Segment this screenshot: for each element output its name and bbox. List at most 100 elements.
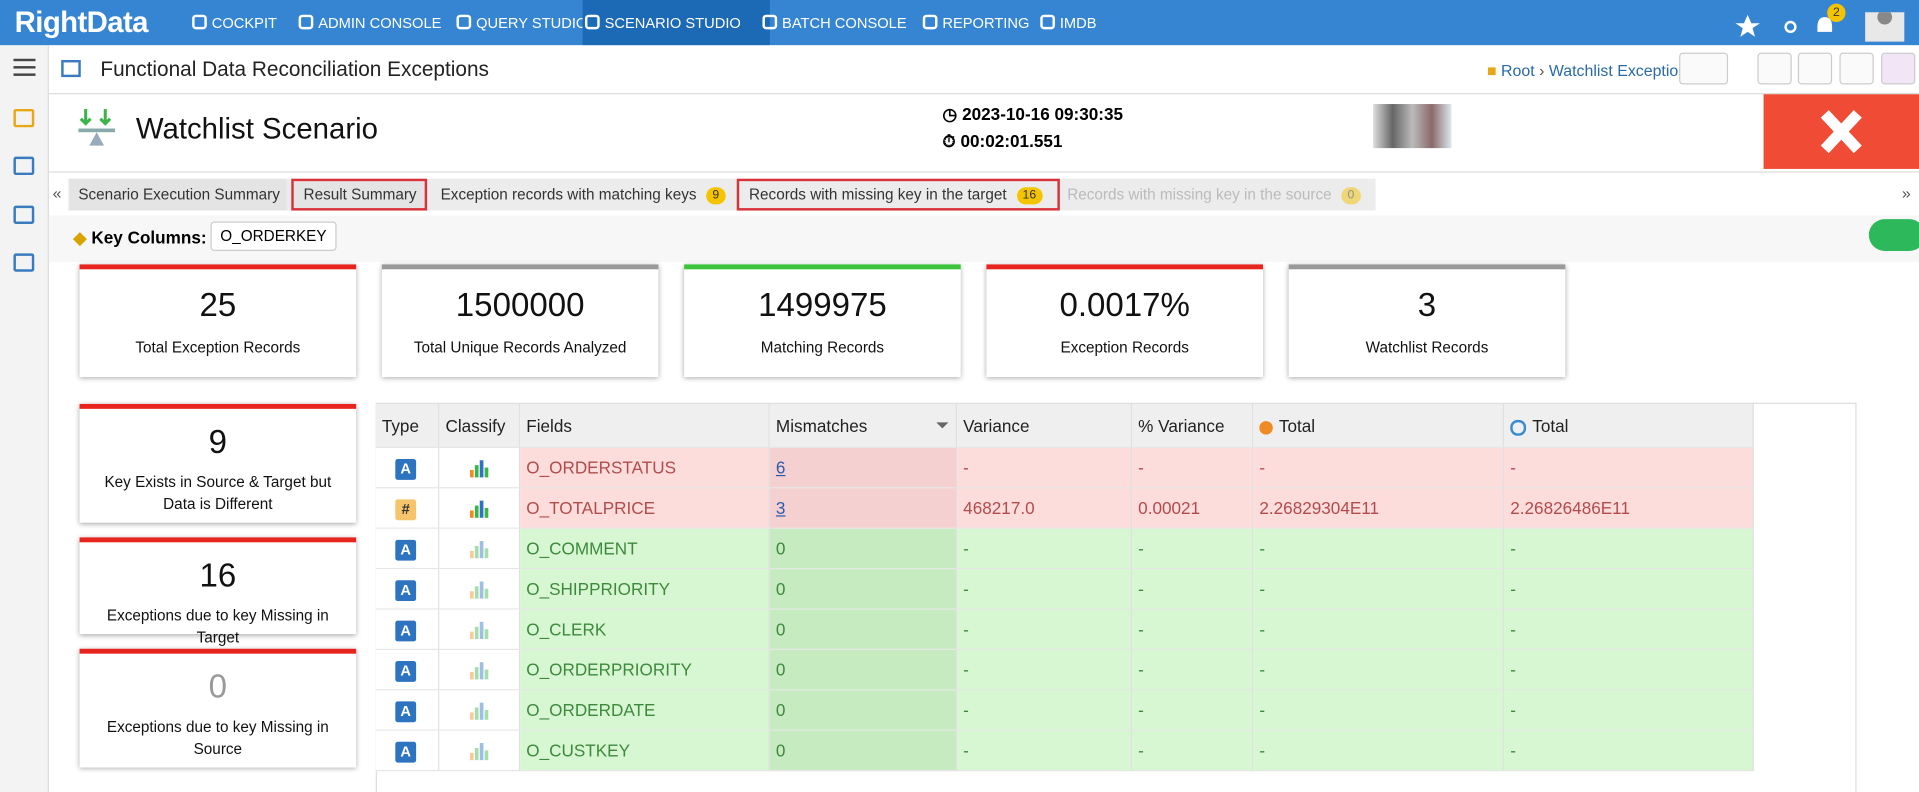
pct-variance: 0.00021: [1138, 498, 1201, 518]
column-header[interactable]: Mismatches: [769, 403, 958, 449]
variance: -: [963, 659, 969, 680]
key-columns-label: ◆ Key Columns:: [73, 228, 206, 249]
menu-icon[interactable]: [13, 58, 36, 78]
field-cell: O_COMMENT: [520, 528, 770, 570]
sort-icon: [936, 422, 949, 434]
mismatch-link[interactable]: 6: [775, 457, 786, 478]
add-icon[interactable]: [13, 156, 35, 176]
compass-button[interactable]: [1757, 52, 1792, 85]
tab-label: Records with missing key in the target: [748, 186, 1007, 204]
classify-icon[interactable]: [469, 581, 490, 599]
target-total-cell: -: [1504, 609, 1754, 650]
user-blur: [1373, 104, 1452, 149]
summary-card: 3 Watchlist Records: [1288, 264, 1566, 378]
key-label-text: Key Columns:: [91, 227, 207, 248]
field-cell: O_TOTALPRICE: [520, 488, 770, 529]
pct-variance-cell: -: [1132, 649, 1254, 691]
classify-icon[interactable]: [469, 743, 490, 761]
timestamp: ◷ 2023-10-16 09:30:35: [942, 104, 1124, 124]
card-label: Key Exists in Source & Target but Data i…: [104, 473, 332, 513]
close-button[interactable]: [1763, 94, 1919, 169]
tab-badge: 16: [1016, 186, 1043, 205]
variance: -: [963, 578, 969, 599]
folder-icon[interactable]: [13, 108, 35, 128]
classify-icon[interactable]: [469, 501, 490, 519]
source-total-cell: 2.26829304E11: [1253, 488, 1505, 529]
nav-item[interactable]: QUERY STUDIO: [454, 0, 598, 45]
mail-button[interactable]: [1679, 52, 1729, 85]
bar: [469, 631, 474, 640]
column-header[interactable]: Variance: [957, 403, 1133, 449]
classify-cell: [439, 690, 521, 731]
classify-icon[interactable]: [469, 702, 490, 721]
column-header[interactable]: % Variance: [1132, 403, 1254, 449]
source-total: -: [1259, 457, 1266, 478]
mismatches-cell: 0: [769, 649, 958, 691]
tab[interactable]: Scenario Execution Summary: [68, 178, 287, 211]
classify-icon[interactable]: [469, 662, 490, 680]
nav-item[interactable]: SCENARIO STUDIO: [582, 0, 770, 46]
field: O_CUSTKEY: [526, 740, 631, 761]
card-value: 9: [208, 423, 228, 461]
column-title: % Variance: [1138, 416, 1225, 436]
tab[interactable]: Records with missing key in the target 16: [736, 178, 1060, 211]
bar: [474, 586, 479, 599]
type-icon: A: [395, 741, 417, 763]
nav-item[interactable]: BATCH CONSOLE: [760, 0, 929, 45]
chart-icon[interactable]: [13, 205, 35, 225]
mismatches-cell: 3: [769, 488, 958, 529]
download-button[interactable]: [1868, 219, 1919, 251]
nav-item[interactable]: ADMIN CONSOLE: [296, 0, 459, 45]
type-cell: A: [375, 730, 440, 772]
tab-scroll-right[interactable]: »: [1901, 183, 1911, 202]
bar: [484, 710, 489, 721]
mismatches-cell: 0: [769, 569, 958, 610]
summary-card: 25 Total Exception Records: [79, 264, 357, 378]
source-total: -: [1259, 700, 1266, 720]
type-icon: A: [395, 701, 417, 722]
classify-icon[interactable]: [469, 460, 490, 478]
bar: [484, 750, 489, 761]
type-icon: A: [395, 539, 417, 561]
classify-icon[interactable]: [469, 622, 490, 640]
classify-cell: [439, 448, 521, 489]
mismatches-cell: 0: [769, 609, 958, 650]
page-title: Functional Data Reconciliation Exception…: [100, 57, 489, 81]
breadcrumb: ■ Root › Watchlist Exceptions: [1487, 61, 1695, 79]
column-header[interactable]: Classify: [439, 403, 521, 449]
field-cell: O_ORDERPRIORITY: [520, 649, 770, 691]
nav-item[interactable]: IMDB: [1038, 0, 1121, 45]
brand[interactable]: RightData: [14, 6, 149, 40]
json-button[interactable]: [1881, 52, 1916, 85]
star-icon[interactable]: [1735, 14, 1760, 37]
classify-icon[interactable]: [469, 541, 490, 559]
open-button[interactable]: [1797, 52, 1833, 85]
column-title: Type: [381, 416, 419, 436]
mismatches: 0: [775, 700, 786, 720]
chart-button[interactable]: [1839, 52, 1874, 85]
mismatch-link[interactable]: 3: [775, 498, 786, 518]
bell-icon[interactable]: [1817, 17, 1833, 32]
link-icon[interactable]: [1784, 20, 1797, 34]
tab[interactable]: Result Summary: [291, 178, 428, 211]
column-header[interactable]: Total: [1253, 403, 1505, 449]
settings-icon[interactable]: [13, 253, 35, 272]
tab[interactable]: Exception records with matching keys 9: [431, 179, 730, 211]
source-total-cell: -: [1253, 649, 1505, 691]
crumb-link[interactable]: Root: [1501, 61, 1535, 80]
classify-cell: [439, 649, 521, 691]
field: O_ORDERPRIORITY: [526, 659, 692, 680]
nav-item[interactable]: REPORTING: [920, 0, 1046, 45]
side-card: 16 Exceptions due to key Missing in Targe…: [79, 537, 357, 646]
card-label: Watchlist Records: [1365, 339, 1489, 357]
column-header[interactable]: Fields: [520, 403, 770, 449]
variance: -: [963, 619, 969, 639]
nav-item[interactable]: COCKPIT: [190, 0, 304, 45]
column-header[interactable]: Total: [1504, 403, 1754, 449]
tab-scroll-left[interactable]: «: [52, 183, 62, 202]
column-header[interactable]: Type: [375, 403, 440, 449]
pct-variance-cell: 0.00021: [1132, 488, 1254, 529]
crumb-link[interactable]: Watchlist Exceptions: [1548, 61, 1696, 80]
tab[interactable]: Records with missing key in the source 0: [1057, 179, 1368, 211]
